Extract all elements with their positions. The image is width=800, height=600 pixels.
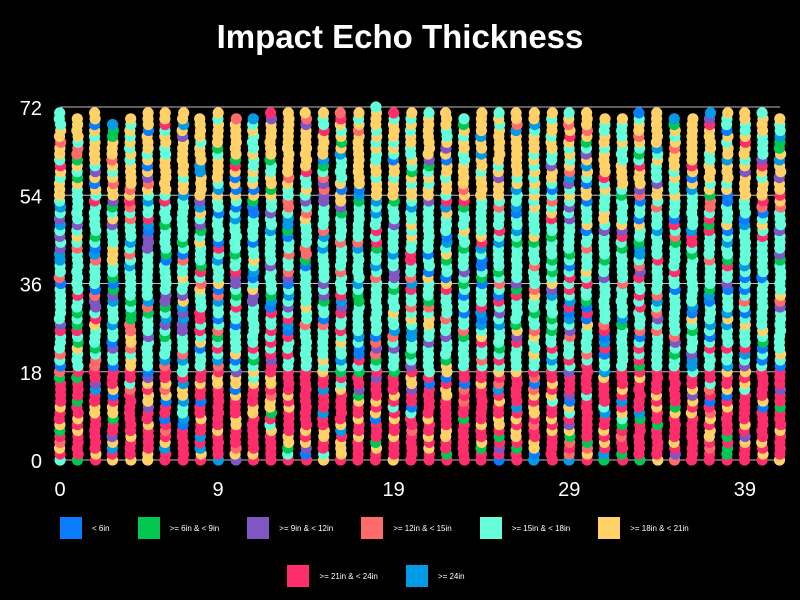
legend-swatch [479, 517, 502, 539]
data-point [71, 113, 83, 125]
y-tick-label: 72 [20, 98, 42, 120]
data-point [616, 113, 629, 125]
axis-tick-labels: 0 18 36 54 72 0 9 19 29 39 [20, 98, 756, 501]
legend-item[interactable]: < 6in [60, 517, 110, 539]
data-point [388, 107, 400, 119]
y-tick-label: 18 [20, 363, 42, 385]
legend-label: >= 15in & < 18in [511, 523, 571, 533]
data-point [546, 107, 559, 119]
data-point [756, 107, 768, 119]
legend-item[interactable]: >= 18in & < 21in [598, 517, 689, 539]
legend-swatch [137, 517, 160, 539]
data-point [668, 113, 680, 125]
legend-swatch [361, 517, 384, 539]
legend-swatch [247, 517, 270, 539]
data-point [440, 107, 452, 119]
legend-label: < 6in [92, 523, 110, 533]
data-point [282, 107, 294, 119]
data-point [633, 107, 645, 119]
data-point [510, 107, 522, 119]
data-point [704, 107, 717, 119]
data-point [687, 113, 699, 125]
data-point [423, 107, 435, 119]
data-point [247, 113, 259, 125]
legend-row: < 6in >= 6in & < 9in >= 9in & < 12in >= 12i… [60, 510, 760, 546]
x-tick-label: 19 [383, 479, 405, 501]
legend-item[interactable]: >= 21in & < 24in [287, 565, 378, 587]
data-point [722, 107, 734, 119]
legend-row: >= 21in & < 24in >= 24in [60, 558, 760, 594]
x-tick-label: 9 [212, 479, 223, 501]
x-tick-label: 39 [734, 479, 756, 501]
legend-item[interactable]: >= 6in & < 9in [137, 517, 220, 539]
data-point [651, 107, 663, 119]
data-point [142, 107, 154, 119]
chart-title: Impact Echo Thickness [216, 18, 584, 55]
legend-item[interactable]: >= 15in & < 18in [479, 517, 571, 539]
data-point [178, 107, 190, 119]
data-point [265, 107, 277, 119]
data-point [493, 107, 505, 119]
data-point [299, 107, 311, 119]
data-point [563, 107, 575, 119]
legend-label: >= 9in & < 12in [279, 523, 334, 533]
data-point [581, 107, 593, 119]
data-point [774, 113, 786, 125]
data-point [230, 113, 242, 125]
data-point [739, 107, 751, 119]
data-point [89, 107, 101, 119]
legend-label: >= 12in & < 15in [393, 523, 452, 533]
legend: < 6in >= 6in & < 9in >= 9in & < 12in >= 12i… [60, 510, 760, 594]
legend-label: >= 24in [437, 571, 465, 581]
legend-label: >= 21in & < 24in [319, 571, 378, 581]
legend-label: >= 18in & < 21in [630, 523, 689, 533]
data-point [458, 113, 470, 125]
data-point [159, 107, 171, 119]
legend-item[interactable]: >= 24in [405, 565, 465, 587]
data-point [107, 119, 119, 131]
data-point [599, 113, 611, 125]
legend-swatch [60, 517, 82, 539]
data-point [54, 107, 66, 119]
data-point [406, 107, 418, 119]
data-point [212, 107, 224, 119]
data-point [370, 101, 382, 113]
data-point [334, 107, 346, 119]
x-tick-label: 0 [54, 479, 65, 501]
x-tick-label: 29 [558, 479, 580, 501]
legend-swatch [598, 517, 621, 539]
data-point [194, 113, 206, 125]
legend-swatch [405, 565, 428, 587]
data-point [476, 107, 488, 119]
legend-swatch [287, 565, 310, 587]
y-tick-label: 36 [20, 275, 42, 297]
legend-label: >= 6in & < 9in [169, 523, 220, 533]
data-point [528, 107, 541, 119]
y-tick-label: 54 [20, 186, 42, 208]
data-point [317, 107, 330, 119]
legend-item[interactable]: >= 12in & < 15in [361, 517, 452, 539]
data-points [53, 101, 787, 466]
y-tick-label: 0 [31, 451, 42, 473]
data-point [125, 113, 137, 125]
data-point [353, 107, 365, 119]
legend-item[interactable]: >= 9in & < 12in [247, 517, 333, 539]
